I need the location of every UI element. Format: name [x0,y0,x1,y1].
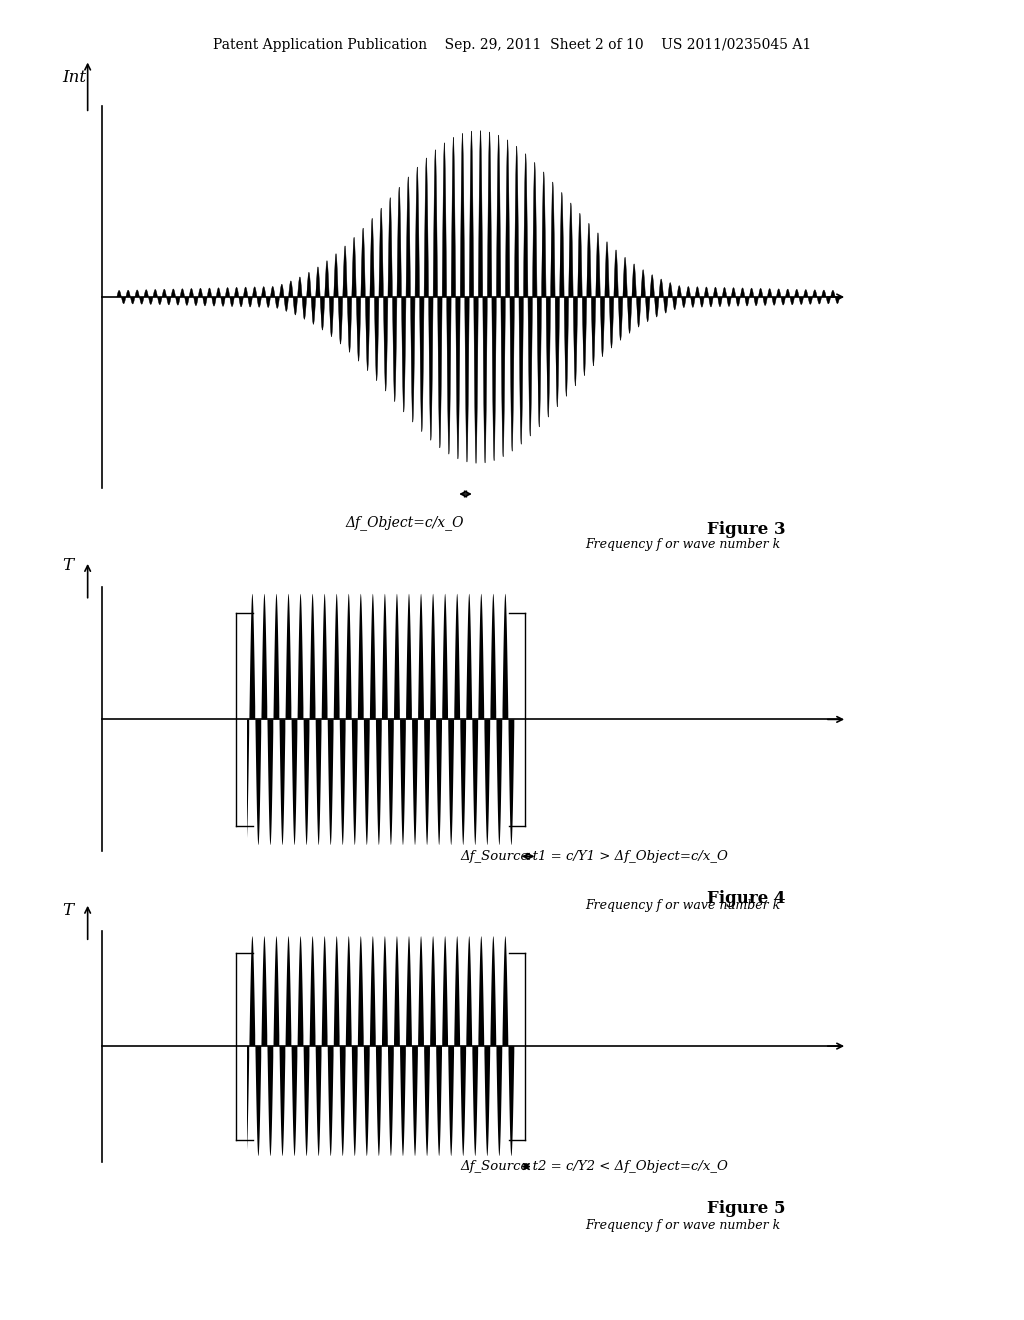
Text: Frequency f or wave number k: Frequency f or wave number k [586,539,780,552]
Text: T: T [61,557,73,574]
Text: Patent Application Publication    Sep. 29, 2011  Sheet 2 of 10    US 2011/023504: Patent Application Publication Sep. 29, … [213,38,811,53]
Text: Δf_Source t1 = c/Y1 > Δf_Object=c/x_O: Δf_Source t1 = c/Y1 > Δf_Object=c/x_O [460,850,728,863]
Text: Δf_Source t2 = c/Y2 < Δf_Object=c/x_O: Δf_Source t2 = c/Y2 < Δf_Object=c/x_O [460,1160,728,1173]
Text: Figure 3: Figure 3 [707,520,785,537]
Text: Frequency f or wave number k: Frequency f or wave number k [586,1220,780,1233]
Text: Frequency f or wave number k: Frequency f or wave number k [586,899,780,912]
Text: Figure 5: Figure 5 [707,1200,785,1217]
Text: Int: Int [61,70,86,87]
Text: Δf_Object=c/x_O: Δf_Object=c/x_O [346,515,464,531]
Text: T: T [61,902,73,919]
Text: Figure 4: Figure 4 [707,890,785,907]
